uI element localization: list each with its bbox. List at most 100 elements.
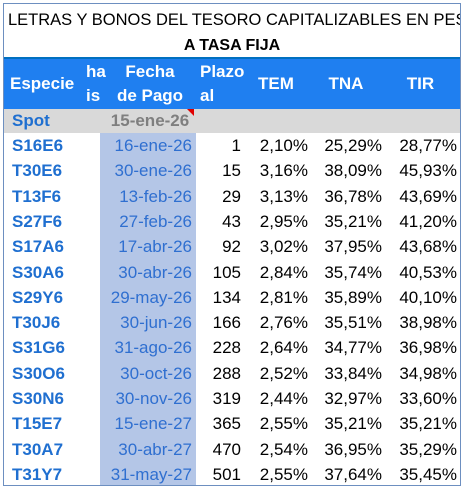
cell-plazo: 166 [212, 313, 241, 333]
cell-plazo: 105 [212, 262, 241, 282]
header-row: Especie ha is Fecha de Pago Plazo al TEM… [4, 59, 460, 109]
cell-tir: 35,21% [399, 414, 457, 434]
cell-plazo: 288 [212, 363, 241, 383]
title-divider [4, 57, 460, 59]
cell-fecha: 16-ene-26 [114, 136, 192, 155]
header-plazo: Plazo al [200, 62, 245, 105]
cell-tir: 43,69% [399, 186, 457, 206]
cell-tir: 36,98% [399, 338, 457, 358]
cell-tna: 34,77% [324, 338, 382, 358]
table-row: S16E6 16-ene-26 1 2,10% 25,29% 28,77% [4, 133, 460, 158]
cell-tna: 35,74% [324, 262, 382, 282]
cell-fecha: 30-oct-26 [120, 363, 192, 383]
cell-tem: 2,54% [259, 439, 308, 459]
cell-fecha: 30-ene-26 [114, 161, 192, 181]
cell-fecha: 15-ene-27 [114, 414, 192, 434]
spot-row: Spot 15-ene-26 [4, 109, 460, 133]
table-row: S17A6 17-abr-26 92 3,02% 37,95% 43,68% [4, 234, 460, 259]
cell-fecha: 31-may-27 [110, 464, 192, 484]
cell-tir: 33,60% [399, 389, 457, 408]
header-especie: Especie [10, 74, 75, 93]
cell-especie: T15E7 [12, 414, 63, 434]
cell-fecha: 30-jun-26 [120, 313, 192, 333]
table-row: S30N6 30-nov-26 319 2,44% 32,97% 33,60% [4, 386, 460, 411]
cell-tem: 2,44% [259, 389, 308, 408]
cell-especie: T30A7 [12, 439, 64, 459]
cell-plazo: 470 [212, 439, 241, 459]
header-fecha: Fecha de Pago [116, 62, 184, 105]
cell-plazo: 43 [222, 211, 241, 231]
header-tem: TEM [258, 74, 294, 93]
cell-especie: T31Y7 [12, 464, 63, 484]
cell-tem: 2,10% [259, 136, 308, 155]
table-row: S27F6 27-feb-26 43 2,95% 35,21% 41,20% [4, 209, 460, 234]
cell-tir: 43,68% [399, 237, 457, 257]
cell-fecha: 30-nov-26 [115, 389, 192, 408]
cell-especie: T30E6 [12, 161, 63, 181]
cell-plazo: 319 [212, 389, 241, 408]
cell-tna: 37,64% [324, 464, 382, 484]
cell-tem: 2,64% [259, 338, 308, 358]
cell-tem: 2,84% [259, 262, 308, 282]
cell-tna: 32,97% [324, 389, 382, 408]
cell-fecha: 30-abr-26 [118, 262, 192, 282]
cell-plazo: 228 [212, 338, 241, 358]
table-title: LETRAS Y BONOS DEL TESORO CAPITALIZABLES… [8, 11, 460, 29]
table-row: T31Y7 31-may-27 501 2,55% 37,64% 35,45% [4, 462, 460, 485]
header-tir: TIR [406, 74, 435, 93]
rates-table: LETRAS Y BONOS DEL TESORO CAPITALIZABLES… [3, 3, 461, 486]
cell-tir: 45,93% [399, 161, 457, 181]
cell-fecha: 27-feb-26 [119, 211, 192, 231]
comment-marker-icon [187, 109, 194, 116]
cell-tem: 2,76% [259, 313, 308, 333]
cell-tna: 35,21% [324, 414, 382, 434]
cell-tna: 33,84% [324, 363, 382, 383]
cell-tna: 36,95% [324, 439, 382, 459]
cell-tna: 35,21% [324, 211, 382, 231]
cell-especie: S16E6 [12, 136, 64, 155]
cell-especie: T30J6 [12, 313, 61, 333]
cell-especie: S30O6 [12, 363, 65, 383]
cell-tem: 2,52% [259, 363, 308, 383]
cell-tna: 37,95% [324, 237, 382, 257]
table-row: T30J6 30-jun-26 166 2,76% 35,51% 38,98% [4, 310, 460, 335]
cell-especie: S31G6 [12, 338, 65, 358]
cell-fecha: 30-abr-27 [118, 439, 192, 459]
cell-tem: 3,16% [259, 161, 308, 181]
table-row: S29Y6 29-may-26 134 2,81% 35,89% 40,10% [4, 285, 460, 310]
table-row: S31G6 31-ago-26 228 2,64% 34,77% 36,98% [4, 335, 460, 360]
cell-tir: 38,98% [399, 313, 457, 333]
table-row: T30E6 30-ene-26 15 3,16% 38,09% 45,93% [4, 158, 460, 183]
header-tna: TNA [328, 74, 364, 93]
cell-plazo: 1 [231, 136, 241, 155]
table-row: T13F6 13-feb-26 29 3,13% 36,78% 43,69% [4, 184, 460, 209]
cell-tem: 2,55% [259, 414, 308, 434]
table-row: T15E7 15-ene-27 365 2,55% 35,21% 35,21% [4, 411, 460, 436]
cell-tem: 2,55% [259, 464, 308, 484]
cell-tna: 25,29% [324, 136, 382, 155]
table-row: S30O6 30-oct-26 288 2,52% 33,84% 34,98% [4, 361, 460, 386]
cell-fecha: 29-may-26 [110, 287, 192, 307]
cell-fecha: 31-ago-26 [114, 338, 192, 358]
cell-especie: S29Y6 [12, 287, 64, 307]
spot-label: Spot [12, 111, 50, 130]
cell-tem: 3,02% [259, 237, 308, 257]
cell-tem: 2,95% [259, 211, 308, 231]
cell-plazo: 501 [212, 464, 241, 484]
cell-fecha: 13-feb-26 [119, 186, 192, 206]
cell-especie: S30A6 [12, 262, 64, 282]
cell-tir: 40,53% [399, 262, 457, 282]
cell-tir: 40,10% [399, 287, 457, 307]
cell-tir: 34,98% [399, 363, 457, 383]
cell-tir: 35,29% [399, 439, 457, 459]
spot-date: 15-ene-26 [110, 111, 190, 130]
table-row: T30A7 30-abr-27 470 2,54% 36,95% 35,29% [4, 437, 460, 462]
cell-plazo: 92 [222, 237, 241, 257]
cell-plazo: 365 [212, 414, 241, 434]
cell-especie: S30N6 [12, 389, 64, 408]
cell-tir: 35,45% [399, 464, 457, 484]
table-row: S30A6 30-abr-26 105 2,84% 35,74% 40,53% [4, 260, 460, 285]
date-column-highlight [100, 133, 196, 485]
cell-tna: 35,89% [324, 287, 382, 307]
cell-especie: T13F6 [12, 186, 62, 206]
